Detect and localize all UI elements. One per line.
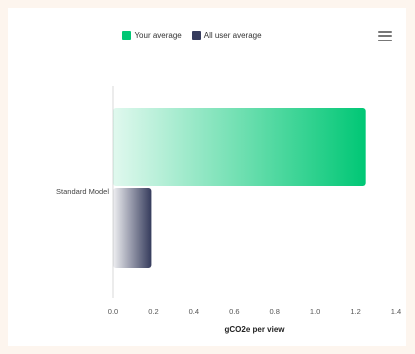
- chart-card: Your average All user average Standard M…: [8, 8, 406, 346]
- legend-item-your-average[interactable]: Your average: [122, 31, 182, 40]
- hamburger-menu-icon[interactable]: [378, 30, 392, 42]
- bar-chart: Standard Model 0.0 0.2 0.4 0.6 0.8 1.0 1.2 1.4 gC…: [56, 86, 401, 334]
- legend: Your average All user average: [8, 31, 406, 40]
- x-tick-label: 0.6: [229, 307, 239, 316]
- legend-label-all-user-average: All user average: [203, 31, 262, 40]
- bar-your-average: [113, 108, 366, 186]
- legend-item-all-user-average[interactable]: All user average: [191, 31, 262, 40]
- category-label: Standard Model: [56, 187, 109, 196]
- legend-swatch-your-average: [122, 31, 132, 40]
- legend-swatch-all-user-average: [191, 31, 201, 40]
- x-tick-label: 1.4: [391, 307, 401, 316]
- legend-label-your-average: Your average: [134, 31, 182, 40]
- x-tick-label: 0.0: [108, 307, 118, 316]
- x-tick-label: 1.0: [310, 307, 320, 316]
- x-tick-label: 0.8: [269, 307, 279, 316]
- x-axis-title: gCO2e per view: [224, 325, 285, 334]
- bar-all-user-average: [113, 188, 152, 268]
- x-tick-label: 0.2: [148, 307, 158, 316]
- x-tick-label: 0.4: [189, 307, 199, 316]
- x-tick-label: 1.2: [350, 307, 360, 316]
